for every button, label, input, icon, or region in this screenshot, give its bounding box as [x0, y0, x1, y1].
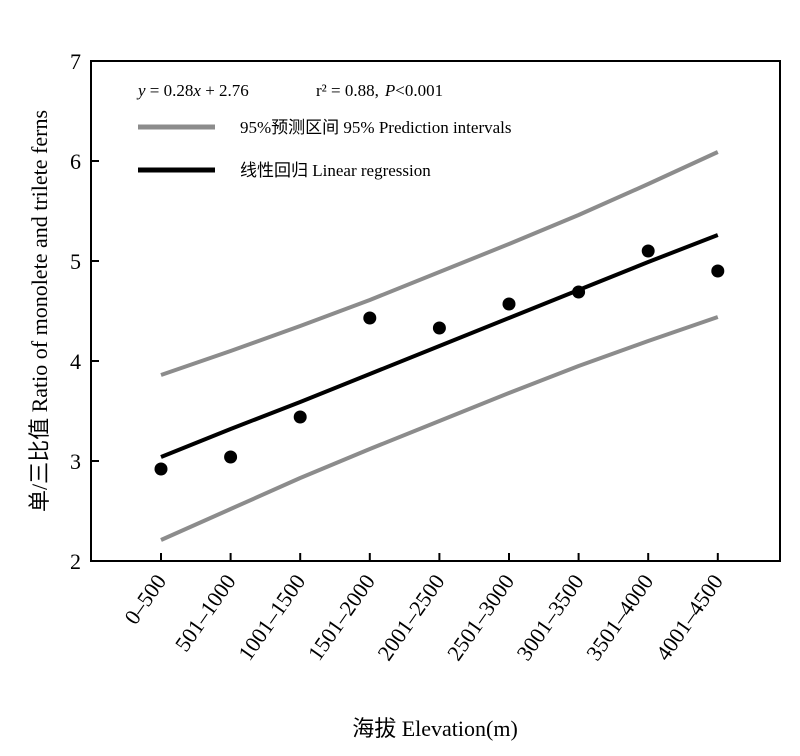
legend: 95%预测区间 95% Prediction intervals 线性回归 Li…: [138, 118, 512, 180]
x-tick-label: 2001–2500: [372, 570, 449, 665]
legend-label-prediction-interval: 95%预测区间 95% Prediction intervals: [240, 118, 512, 137]
data-point: [572, 285, 586, 299]
x-tick-label: 3501–4000: [581, 570, 658, 665]
plot-frame: [90, 60, 781, 562]
data-point: [363, 311, 377, 325]
data-point: [711, 264, 725, 278]
regression-stats: r² = 0.88, P<0.001: [316, 81, 443, 100]
x-tick-label: 501–1000: [170, 570, 241, 656]
data-point: [432, 321, 446, 335]
x-tick-label: 0–500: [119, 570, 171, 629]
x-tick-label: 1501–2000: [303, 570, 380, 665]
legend-label-linear-regression: 线性回归 Linear regression: [240, 161, 431, 180]
y-tick-label: 3: [70, 449, 81, 474]
data-point: [224, 450, 238, 464]
y-axis: 2 3 4 5 6 7: [70, 49, 99, 574]
y-tick-label: 6: [70, 149, 81, 174]
x-tick-label: 1001–1500: [233, 570, 310, 665]
data-point: [154, 462, 168, 476]
regression-line: [160, 233, 719, 459]
y-tick-label: 7: [70, 49, 81, 74]
regression-equation: y = 0.28x + 2.76: [136, 81, 249, 100]
y-axis-title: 单/三比值 Ratio of monolete and trilete fern…: [27, 110, 52, 512]
prediction-interval-lower: [160, 315, 719, 542]
prediction-interval-upper: [160, 150, 719, 377]
y-tick-label: 5: [70, 249, 81, 274]
y-tick-label: 4: [70, 349, 81, 374]
data-point: [641, 244, 655, 258]
series-layer: [154, 150, 725, 542]
x-axis: 0–500501–10001001–15001501–20002001–2500…: [119, 553, 728, 665]
y-tick-label: 2: [70, 549, 81, 574]
x-tick-label: 3001–3500: [511, 570, 588, 665]
x-tick-label: 4001–4500: [651, 570, 728, 665]
x-tick-label: 2501–3000: [442, 570, 519, 665]
x-axis-title: 海拔 Elevation(m): [352, 716, 518, 741]
data-point: [293, 410, 307, 424]
regression-annotation: y = 0.28x + 2.76 r² = 0.88, P<0.001: [136, 81, 443, 100]
data-point: [502, 297, 516, 311]
